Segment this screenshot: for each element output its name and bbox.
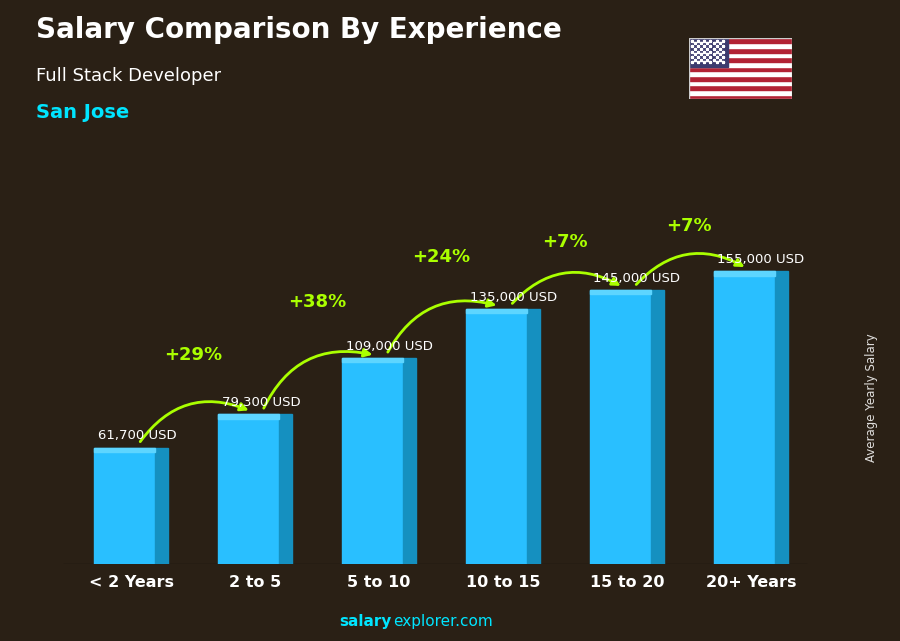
Text: +7%: +7% bbox=[666, 217, 712, 235]
Bar bbox=[775, 271, 788, 564]
Bar bbox=[688, 71, 792, 76]
Bar bbox=[466, 309, 526, 564]
Bar bbox=[651, 290, 664, 564]
Text: explorer.com: explorer.com bbox=[393, 615, 493, 629]
Text: 61,700 USD: 61,700 USD bbox=[98, 429, 176, 442]
Bar bbox=[526, 309, 540, 564]
Bar bbox=[688, 81, 792, 85]
Bar bbox=[466, 309, 526, 313]
Text: 109,000 USD: 109,000 USD bbox=[346, 340, 432, 353]
Text: San Jose: San Jose bbox=[36, 103, 130, 122]
Text: Full Stack Developer: Full Stack Developer bbox=[36, 67, 221, 85]
Text: 145,000 USD: 145,000 USD bbox=[593, 272, 680, 285]
Bar bbox=[688, 38, 728, 67]
Bar bbox=[403, 358, 416, 564]
Text: +7%: +7% bbox=[542, 233, 588, 251]
Bar bbox=[590, 290, 651, 564]
Bar bbox=[688, 67, 792, 71]
Text: 155,000 USD: 155,000 USD bbox=[717, 253, 805, 266]
Text: 79,300 USD: 79,300 USD bbox=[221, 396, 301, 409]
Bar bbox=[688, 38, 792, 43]
Text: salary: salary bbox=[339, 615, 392, 629]
Bar bbox=[342, 358, 403, 362]
Bar bbox=[714, 271, 775, 564]
Bar bbox=[342, 358, 403, 564]
Bar bbox=[688, 90, 792, 95]
Bar bbox=[279, 414, 292, 564]
Text: 135,000 USD: 135,000 USD bbox=[470, 290, 556, 304]
Text: Salary Comparison By Experience: Salary Comparison By Experience bbox=[36, 16, 562, 44]
Text: +29%: +29% bbox=[164, 346, 222, 364]
Bar bbox=[218, 414, 279, 419]
Bar bbox=[688, 53, 792, 57]
Bar bbox=[688, 43, 792, 48]
Bar bbox=[688, 57, 792, 62]
Text: Average Yearly Salary: Average Yearly Salary bbox=[865, 333, 878, 462]
Bar bbox=[688, 62, 792, 67]
Bar bbox=[94, 447, 155, 564]
Bar bbox=[688, 85, 792, 90]
Bar bbox=[688, 95, 792, 99]
Bar bbox=[218, 414, 279, 564]
Bar bbox=[590, 290, 651, 294]
Bar bbox=[94, 447, 155, 452]
Bar bbox=[688, 76, 792, 81]
Text: +24%: +24% bbox=[412, 248, 470, 266]
Bar bbox=[155, 447, 168, 564]
Bar bbox=[688, 48, 792, 53]
Text: +38%: +38% bbox=[288, 294, 346, 312]
Bar bbox=[714, 271, 775, 276]
